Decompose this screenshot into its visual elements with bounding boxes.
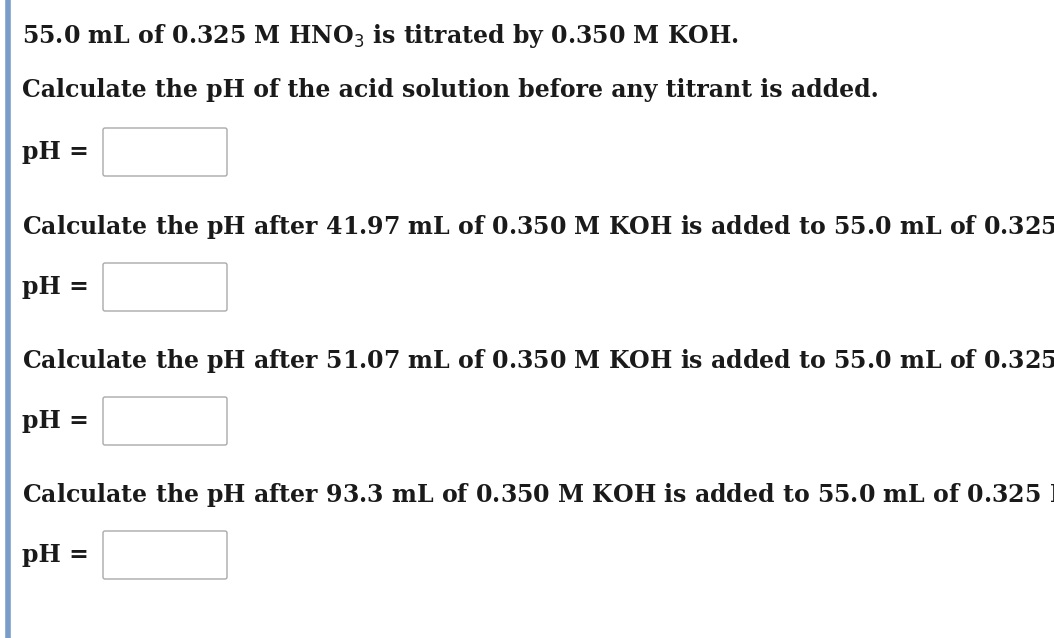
Text: Calculate the pH after 93.3 mL of 0.350 M KOH is added to 55.0 mL of 0.325 M HNO: Calculate the pH after 93.3 mL of 0.350 … <box>22 481 1054 509</box>
FancyBboxPatch shape <box>103 128 227 176</box>
Text: Calculate the pH of the acid solution before any titrant is added.: Calculate the pH of the acid solution be… <box>22 78 879 102</box>
Text: 55.0 mL of 0.325 M HNO$_3$ is titrated by 0.350 M KOH.: 55.0 mL of 0.325 M HNO$_3$ is titrated b… <box>22 22 739 50</box>
Text: Calculate the pH after 51.07 mL of 0.350 M KOH is added to 55.0 mL of 0.325 M HN: Calculate the pH after 51.07 mL of 0.350… <box>22 347 1054 375</box>
Text: pH =: pH = <box>22 409 89 433</box>
Text: pH =: pH = <box>22 543 89 567</box>
FancyBboxPatch shape <box>103 263 227 311</box>
Text: pH =: pH = <box>22 275 89 299</box>
Text: Calculate the pH after 41.97 mL of 0.350 M KOH is added to 55.0 mL of 0.325 M HN: Calculate the pH after 41.97 mL of 0.350… <box>22 213 1054 241</box>
FancyBboxPatch shape <box>103 397 227 445</box>
FancyBboxPatch shape <box>103 531 227 579</box>
Text: pH =: pH = <box>22 140 89 164</box>
